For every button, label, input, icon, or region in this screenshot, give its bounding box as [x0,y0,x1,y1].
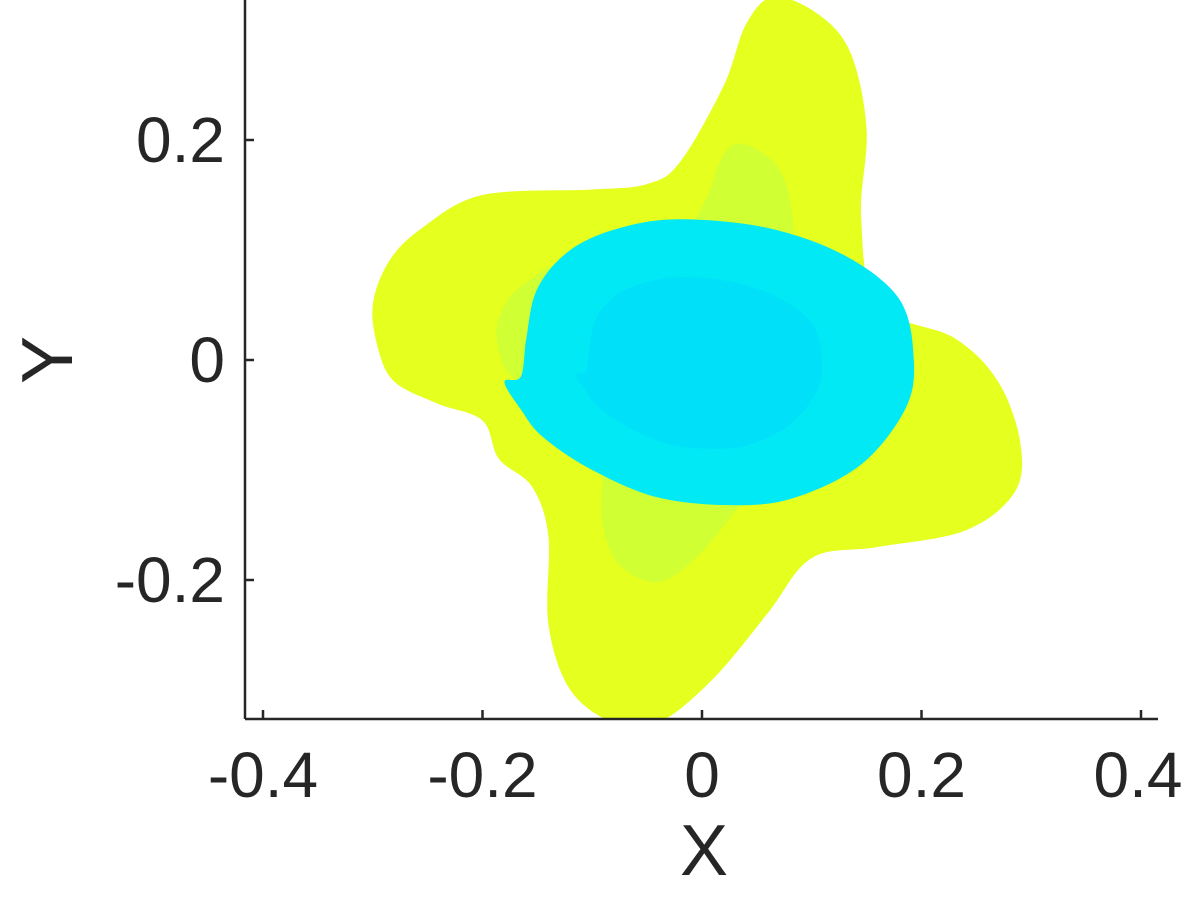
x-axis-label: X [680,811,728,891]
ticks: -0.4 -0.2 0 0.2 0.4 -0.2 0 0.2 [115,104,1183,811]
x-tick-label: -0.4 [208,739,318,811]
x-tick-label: 0.2 [877,739,966,811]
series-1-region [504,219,915,506]
x-tick-label: 0 [684,739,720,811]
y-axis-label: Y [8,336,88,384]
y-tick-label: 0.2 [136,104,225,176]
x-tick-label: 0.4 [1094,739,1183,811]
y-tick-label: -0.2 [115,544,225,616]
plot-area [372,0,1023,719]
series-1-inner-contour [576,277,823,449]
y-tick-label: 0 [189,324,225,396]
x-tick-label: -0.2 [427,739,537,811]
